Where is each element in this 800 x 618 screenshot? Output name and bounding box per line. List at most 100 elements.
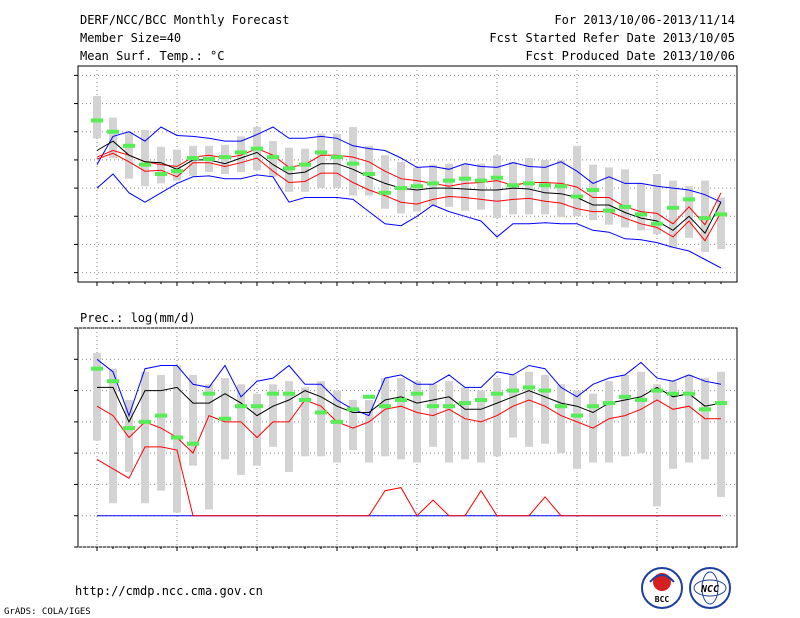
ensemble-box bbox=[685, 186, 693, 238]
ensemble-box bbox=[173, 149, 181, 181]
ensemble-box bbox=[397, 378, 405, 460]
single-forecast-marker bbox=[683, 391, 695, 396]
ensemble-box bbox=[685, 374, 693, 463]
single-forecast-marker bbox=[443, 404, 455, 409]
ensemble-box bbox=[493, 155, 501, 219]
ensemble-box bbox=[557, 159, 565, 218]
ensemble-box bbox=[653, 174, 661, 235]
single-forecast-marker bbox=[715, 401, 727, 406]
ensemble-box bbox=[413, 381, 421, 463]
single-forecast-marker bbox=[299, 162, 311, 167]
single-forecast-marker bbox=[411, 391, 423, 396]
single-forecast-marker bbox=[699, 216, 711, 221]
single-forecast-marker bbox=[603, 401, 615, 406]
ensemble-box bbox=[525, 158, 533, 215]
ensemble-box bbox=[333, 133, 341, 189]
ensemble-box bbox=[525, 371, 533, 447]
single-forecast-marker bbox=[427, 181, 439, 186]
ensemble-box bbox=[461, 164, 469, 211]
single-forecast-marker bbox=[379, 190, 391, 195]
ensemble-box bbox=[637, 371, 645, 454]
single-forecast-marker bbox=[331, 419, 343, 424]
single-forecast-marker bbox=[667, 205, 679, 210]
single-forecast-marker bbox=[347, 161, 359, 166]
single-forecast-marker bbox=[539, 388, 551, 393]
ensemble-mean-line bbox=[97, 386, 722, 424]
single-forecast-marker bbox=[411, 184, 423, 189]
single-forecast-marker bbox=[187, 441, 199, 446]
ensemble-box bbox=[365, 399, 373, 463]
ensemble-box bbox=[141, 371, 149, 504]
single-forecast-marker bbox=[475, 178, 487, 183]
single-forecast-marker bbox=[219, 155, 231, 160]
ensemble-box bbox=[605, 381, 613, 463]
single-forecast-marker bbox=[555, 404, 567, 409]
single-forecast-marker bbox=[331, 155, 343, 160]
single-forecast-marker bbox=[619, 394, 631, 399]
max-line bbox=[96, 358, 722, 418]
ensemble-mean-line bbox=[96, 140, 722, 235]
single-forecast-marker bbox=[459, 176, 471, 181]
single-forecast-marker bbox=[203, 156, 215, 161]
single-forecast-marker bbox=[379, 404, 391, 409]
single-forecast-marker bbox=[171, 169, 183, 174]
single-forecast-marker bbox=[363, 172, 375, 176]
single-forecast-marker bbox=[571, 413, 583, 418]
single-forecast-marker bbox=[283, 391, 295, 396]
ensemble-box bbox=[573, 145, 581, 217]
ensemble-box bbox=[445, 381, 453, 463]
ensemble-box bbox=[365, 145, 373, 196]
single-forecast-marker bbox=[603, 208, 615, 213]
single-forecast-marker bbox=[507, 388, 519, 393]
ensemble-box bbox=[269, 384, 277, 447]
max-line bbox=[96, 126, 722, 203]
upper-std-line bbox=[96, 148, 722, 226]
single-forecast-marker bbox=[107, 379, 119, 384]
forecast-start-date: Fcst Started Refer Date 2013/10/05 bbox=[489, 31, 735, 45]
single-forecast-marker bbox=[523, 181, 535, 186]
single-forecast-marker bbox=[539, 183, 551, 188]
single-forecast-marker bbox=[459, 401, 471, 406]
min-line bbox=[96, 173, 722, 269]
ensemble-box bbox=[541, 374, 549, 444]
single-forecast-marker bbox=[443, 178, 455, 183]
ensemble-box bbox=[253, 393, 261, 466]
single-forecast-marker bbox=[203, 391, 215, 396]
single-forecast-marker bbox=[315, 150, 327, 155]
forecast-produced-date: Fcst Produced Date 2013/10/06 bbox=[525, 49, 735, 63]
temperature-panel bbox=[74, 65, 738, 286]
single-forecast-marker bbox=[139, 419, 151, 424]
single-forecast-marker bbox=[635, 397, 647, 402]
ensemble-box bbox=[349, 127, 357, 196]
single-forecast-marker bbox=[651, 388, 663, 393]
ensemble-box bbox=[333, 390, 341, 463]
member-size: Member Size=40 bbox=[80, 31, 181, 45]
ensemble-box bbox=[589, 164, 597, 221]
single-forecast-marker bbox=[155, 172, 167, 176]
ensemble-box bbox=[157, 374, 165, 491]
single-forecast-marker bbox=[395, 397, 407, 402]
single-forecast-marker bbox=[523, 385, 535, 390]
ensemble-box bbox=[653, 384, 661, 507]
ensemble-box bbox=[381, 378, 389, 457]
single-forecast-marker bbox=[219, 416, 231, 421]
single-forecast-marker bbox=[155, 413, 167, 418]
single-forecast-marker bbox=[683, 197, 695, 202]
ensemble-box bbox=[109, 117, 117, 159]
single-forecast-marker bbox=[235, 150, 247, 155]
precip-variable-label: Prec.: log(mm/d) bbox=[80, 311, 196, 325]
ensemble-box bbox=[125, 399, 133, 472]
lower-std-line bbox=[96, 446, 721, 517]
single-forecast-marker bbox=[475, 397, 487, 402]
single-forecast-marker bbox=[123, 143, 135, 148]
source-url: http://cmdp.ncc.cma.gov.cn bbox=[75, 584, 263, 598]
single-forecast-marker bbox=[571, 194, 583, 199]
single-forecast-marker bbox=[427, 404, 439, 409]
bcc-logo: BCC bbox=[641, 567, 683, 609]
single-forecast-marker bbox=[395, 186, 407, 191]
ensemble-box bbox=[317, 381, 325, 457]
ensemble-box bbox=[301, 148, 309, 192]
single-forecast-marker bbox=[491, 391, 503, 396]
ensemble-box bbox=[669, 180, 677, 249]
